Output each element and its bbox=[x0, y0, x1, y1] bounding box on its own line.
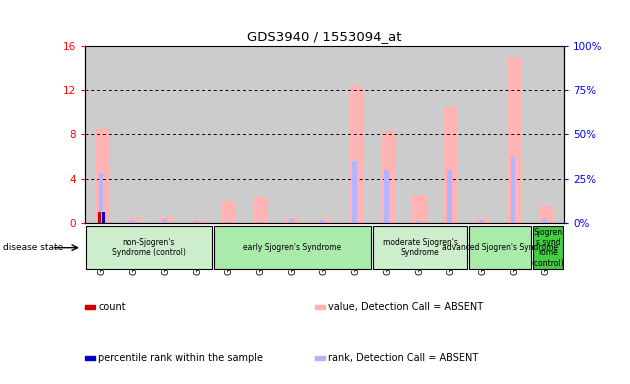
Bar bbox=[102, 212, 105, 223]
Bar bbox=[469, 226, 531, 269]
Text: percentile rank within the sample: percentile rank within the sample bbox=[98, 353, 263, 363]
Text: count: count bbox=[98, 302, 126, 312]
Bar bbox=[289, 219, 294, 223]
Text: advanced Sjogren's Syndrome: advanced Sjogren's Syndrome bbox=[442, 243, 558, 252]
Bar bbox=[315, 356, 325, 359]
Bar bbox=[447, 170, 452, 223]
Bar bbox=[444, 107, 459, 223]
Text: disease state: disease state bbox=[3, 243, 64, 252]
Bar bbox=[254, 197, 268, 223]
Bar bbox=[511, 157, 515, 223]
Bar bbox=[374, 226, 467, 269]
Title: GDS3940 / 1553094_at: GDS3940 / 1553094_at bbox=[247, 30, 402, 43]
Bar bbox=[318, 219, 331, 223]
Bar bbox=[257, 222, 262, 223]
Text: rank, Detection Call = ABSENT: rank, Detection Call = ABSENT bbox=[328, 353, 479, 363]
Bar bbox=[542, 219, 547, 223]
Bar bbox=[190, 220, 205, 223]
Bar bbox=[476, 219, 490, 223]
Bar bbox=[413, 195, 427, 223]
Bar bbox=[352, 161, 357, 223]
Text: early Sjogren's Syndrome: early Sjogren's Syndrome bbox=[243, 243, 341, 252]
Bar bbox=[130, 220, 135, 223]
Text: moderate Sjogren's
Syndrome: moderate Sjogren's Syndrome bbox=[383, 238, 457, 257]
Text: non-Sjogren's
Syndrome (control): non-Sjogren's Syndrome (control) bbox=[112, 238, 186, 257]
Bar bbox=[86, 226, 212, 269]
Bar bbox=[285, 218, 300, 223]
Bar bbox=[416, 221, 420, 223]
Bar bbox=[479, 220, 484, 223]
Bar bbox=[98, 173, 103, 223]
Bar bbox=[162, 219, 167, 223]
Bar bbox=[349, 85, 364, 223]
Bar bbox=[508, 57, 522, 223]
Bar bbox=[95, 129, 110, 223]
Bar bbox=[384, 170, 389, 223]
Bar bbox=[539, 206, 554, 223]
Bar bbox=[381, 131, 395, 223]
Text: Sjogren
s synd
rome
(control): Sjogren s synd rome (control) bbox=[532, 228, 564, 268]
Bar bbox=[159, 217, 173, 223]
Bar bbox=[533, 226, 563, 269]
Text: value, Detection Call = ABSENT: value, Detection Call = ABSENT bbox=[328, 302, 483, 312]
Bar bbox=[127, 218, 141, 223]
Bar bbox=[214, 226, 371, 269]
Bar bbox=[98, 212, 101, 223]
Bar bbox=[85, 356, 95, 359]
Bar bbox=[222, 200, 236, 223]
Bar bbox=[193, 221, 198, 223]
Bar bbox=[321, 220, 325, 223]
Bar bbox=[315, 305, 325, 309]
Bar bbox=[226, 222, 230, 223]
Bar bbox=[85, 305, 95, 309]
